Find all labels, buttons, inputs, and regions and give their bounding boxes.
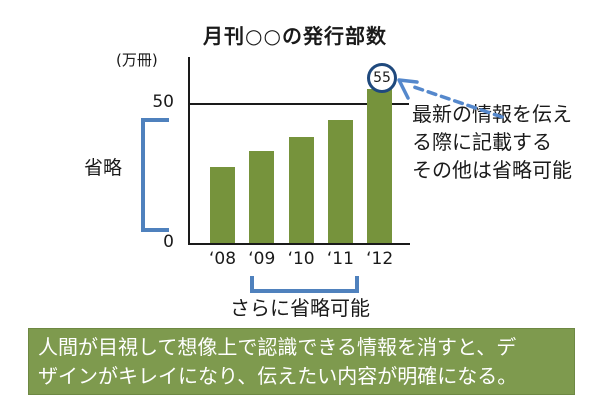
y-tick-label-0: 0	[163, 232, 174, 252]
x-axis-line	[188, 243, 410, 245]
callout-text: 最新の情報を伝え る際に記載する その他は省略可能	[412, 102, 572, 182]
chart-title: 月刊○○の発行部数	[203, 24, 387, 48]
x-tick-label-‘09: ‘09	[248, 249, 276, 269]
x-tick-label-‘12: ‘12	[366, 249, 394, 269]
bar-‘12	[367, 89, 393, 243]
y-axis-line	[188, 57, 190, 244]
x-tick-label-‘10: ‘10	[287, 249, 315, 269]
omission-label: 省略	[84, 157, 123, 179]
x-tick-label-‘08: ‘08	[208, 249, 237, 269]
summary-banner: 人間が目視して想像上で認識できる情報を消すと、デ ザインがキレイになり、伝えたい…	[28, 328, 575, 395]
gridline-50	[190, 103, 409, 105]
x-tick-label-‘11: ‘11	[326, 249, 354, 269]
y-tick-label-50: 50	[152, 92, 174, 112]
omission-bracket-bottom	[250, 276, 359, 293]
data-label-circle: 55	[367, 63, 397, 93]
bar-‘09	[249, 150, 275, 243]
further-omission-label: さらに省略可能	[230, 296, 370, 320]
bar-‘11	[327, 119, 353, 243]
bar-‘10	[288, 136, 314, 243]
omission-bracket-left	[141, 118, 169, 232]
callout-arrow-icon	[397, 78, 504, 119]
bar-‘08	[210, 167, 235, 243]
y-axis-unit-label: (万冊)	[116, 51, 158, 69]
